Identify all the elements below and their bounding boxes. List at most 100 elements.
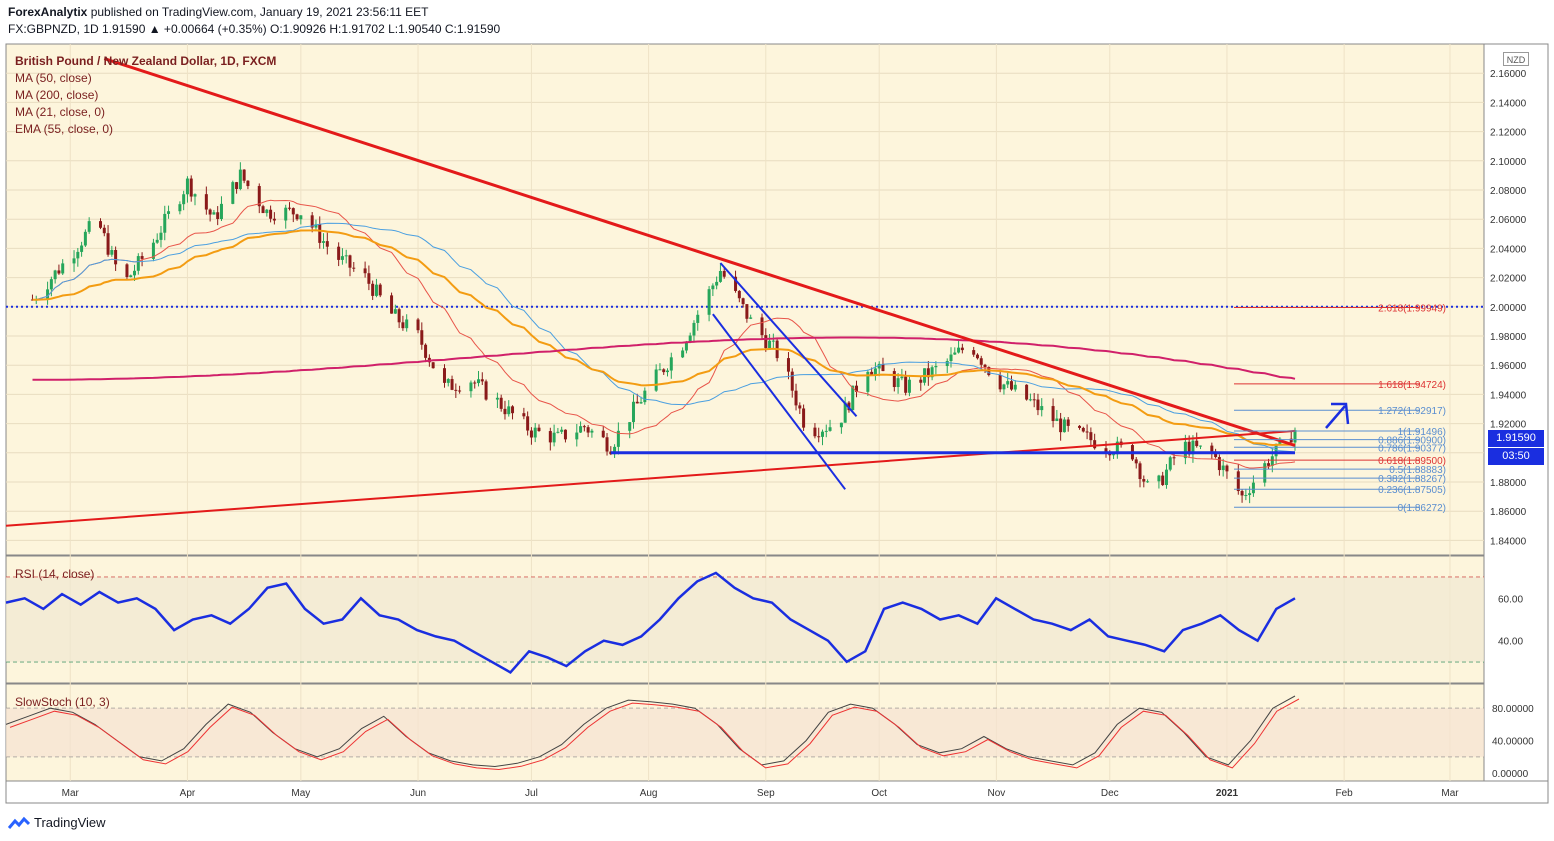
candle [367, 265, 371, 291]
candle [953, 347, 957, 355]
candle-body [711, 285, 715, 290]
candle-body [866, 371, 870, 392]
candle [337, 242, 341, 267]
publisher-name[interactable]: ForexAnalytix [8, 5, 88, 19]
stoch-label[interactable]: SlowStoch (10, 3) [15, 695, 110, 709]
rsi-label[interactable]: RSI (14, close) [15, 567, 95, 581]
candle-body [30, 299, 34, 301]
candle [529, 427, 533, 445]
legend-ma50[interactable]: MA (50, close) [15, 71, 92, 85]
candle [374, 278, 378, 298]
candle [102, 224, 106, 237]
candle-body [284, 207, 288, 221]
candle-body [503, 408, 507, 415]
candle [855, 380, 859, 398]
candle-body [1183, 441, 1187, 459]
currency-badge[interactable]: NZD [1503, 52, 1529, 66]
footer-brand[interactable]: TradingView [8, 815, 106, 830]
candle-body [873, 368, 877, 375]
time-axis [5, 780, 1549, 804]
candle [601, 426, 605, 439]
fib-label-8: 1.272(1.92917) [1378, 406, 1446, 417]
candle [378, 283, 382, 298]
candle [1089, 427, 1093, 447]
candle [813, 423, 817, 439]
candle [155, 233, 159, 244]
candle-body [495, 397, 499, 400]
candle [401, 315, 405, 331]
symbol-title[interactable]: British Pound / New Zealand Dollar, 1D, … [15, 54, 277, 68]
candle-body [877, 363, 881, 369]
candle [1081, 426, 1085, 433]
candle [454, 383, 458, 398]
candle [397, 307, 401, 329]
candle [390, 292, 394, 314]
candle-body [934, 366, 938, 368]
stoch-k-line [5, 695, 1296, 768]
candle [1002, 383, 1006, 395]
candle-body [208, 209, 212, 215]
candle-body [129, 275, 133, 278]
candle [257, 183, 261, 214]
candle [49, 276, 53, 297]
candle-body [458, 390, 462, 392]
candle-body [828, 427, 832, 431]
candle [919, 376, 923, 391]
candle-body [1009, 381, 1013, 390]
candle [711, 283, 715, 297]
stoch-tick-1: 40.00000 [1492, 737, 1534, 748]
candle-body [768, 340, 772, 349]
candle-body [393, 309, 397, 314]
candle-body [46, 289, 50, 300]
fib-label-6: 0.886(1.90900) [1378, 436, 1446, 447]
legend-ma21[interactable]: MA (21, close, 0) [15, 105, 106, 119]
y-tick-label-9: 2.02000 [1490, 274, 1527, 285]
candle [284, 204, 288, 229]
fib-label-2: 0.382(1.88267) [1378, 474, 1446, 485]
x-tick-label-11: Feb [1336, 788, 1354, 799]
candle-body [526, 416, 530, 431]
stoch-band [6, 708, 1484, 757]
candle [129, 274, 133, 278]
candle-body [310, 215, 314, 228]
candle [718, 263, 722, 283]
candle [643, 387, 647, 405]
candle [843, 396, 847, 423]
candle-body [204, 194, 208, 210]
candle [1168, 455, 1172, 472]
candle [1051, 398, 1055, 428]
candle-body [930, 367, 934, 378]
candle-body [133, 270, 137, 276]
candle-body [662, 369, 666, 373]
candle-body [907, 379, 911, 393]
candle-body [257, 186, 261, 207]
candle-body [352, 267, 356, 269]
legend-ema55[interactable]: EMA (55, close, 0) [15, 122, 114, 136]
candle-body [1164, 469, 1168, 485]
candle-body [820, 431, 824, 437]
x-tick-label-4: Jul [525, 788, 538, 799]
candle [734, 270, 738, 293]
candle-body [163, 213, 167, 233]
candle-body [288, 207, 292, 209]
candle [669, 352, 673, 379]
candle-body [1032, 399, 1036, 401]
candle-body [1051, 406, 1055, 422]
candle [613, 444, 617, 458]
candle-body [1089, 432, 1093, 441]
candle-body [817, 436, 821, 438]
candle [526, 411, 530, 436]
candle [1244, 488, 1248, 501]
candle-body [764, 335, 768, 349]
candle-body [431, 362, 435, 369]
candle [231, 180, 235, 205]
candle-body [1104, 448, 1108, 452]
legend-ma200[interactable]: MA (200, close) [15, 88, 99, 102]
candle [1028, 393, 1032, 402]
candle-body [167, 211, 171, 214]
price-axis [1483, 43, 1549, 782]
candle-body [1081, 427, 1085, 432]
candle [416, 317, 420, 334]
candle [907, 376, 911, 397]
